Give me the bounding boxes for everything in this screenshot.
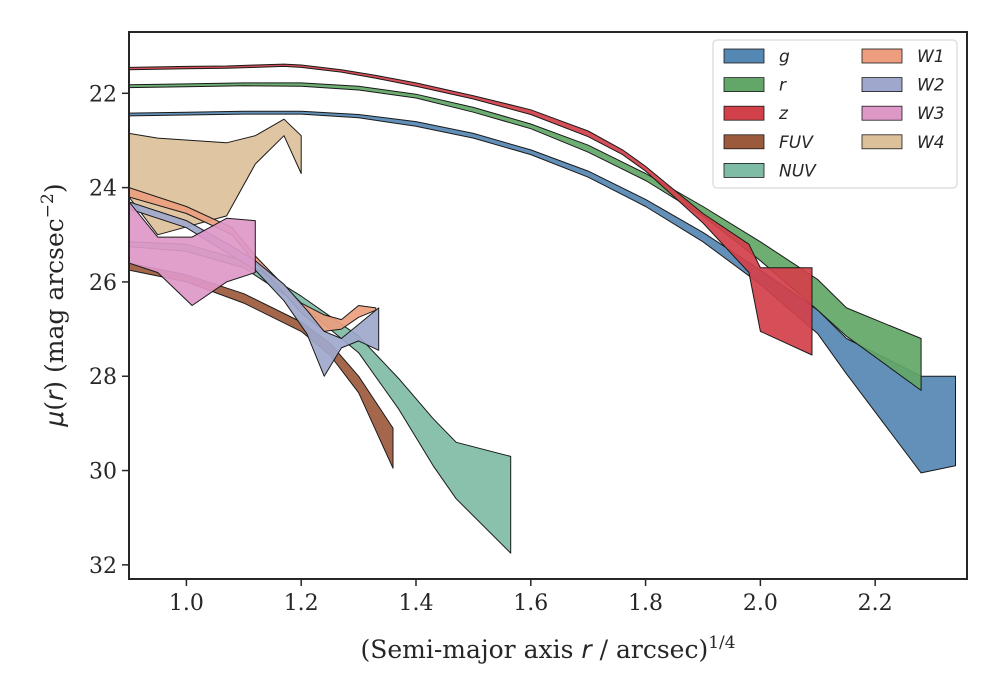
- x-tick-label: 1.2: [284, 591, 319, 616]
- y-tick-label: 30: [89, 460, 117, 485]
- x-axis-label: (Semi-major axis r / arcsec)1/4: [360, 633, 735, 664]
- legend-swatch-g: [723, 48, 765, 64]
- legend-swatch-w4: [861, 134, 903, 150]
- legend-swatch-z: [723, 105, 765, 121]
- profile-bands: [129, 63, 956, 554]
- y-axis-label: μ(r) (mag arcsec−2): [38, 183, 69, 427]
- band-r: [129, 82, 922, 391]
- band-fuv: [129, 262, 394, 469]
- y-tick-label: 28: [89, 365, 117, 390]
- x-tick-label: 2.0: [743, 591, 778, 616]
- legend-frame: [712, 39, 958, 189]
- band-z: [129, 63, 813, 356]
- legend-swatch-fuv: [723, 134, 765, 150]
- y-tick-label: 22: [89, 82, 117, 107]
- legend-swatch-r: [723, 77, 765, 92]
- legend-swatch-w2: [861, 77, 903, 92]
- legend-label-w2: W2: [917, 76, 945, 96]
- x-tick-label: 1.8: [628, 591, 663, 616]
- legend-label-nuv: NUV: [779, 161, 817, 181]
- legend-label-z: z: [778, 104, 789, 124]
- y-tick-label: 24: [89, 177, 117, 202]
- y-tick-label: 32: [89, 554, 117, 579]
- legend-label-r: r: [779, 76, 787, 96]
- legend-label-g: g: [779, 47, 790, 67]
- legend-swatch-nuv: [723, 162, 765, 178]
- plot-frame: [128, 31, 968, 580]
- x-tick-label: 1.4: [398, 591, 433, 616]
- band-w3: [129, 201, 256, 306]
- legend-label-w3: W3: [917, 104, 945, 124]
- legend-label-fuv: FUV: [779, 133, 814, 153]
- legend-swatch-w1: [861, 48, 903, 64]
- y-tick-label: 26: [89, 271, 117, 296]
- legend: grz FUV NUV W1 W2 W3 W4: [712, 39, 958, 189]
- x-tick-label: 1.6: [513, 591, 548, 616]
- x-axis-ticks: 1.0 1.2 1.4 1.6 1.8 2.0 2.2: [169, 579, 893, 616]
- legend-label-w1: W1: [917, 47, 945, 67]
- y-axis-ticks: 22 24 26 28 30 32: [89, 82, 129, 579]
- legend-swatch-w3: [861, 105, 903, 121]
- x-tick-label: 1.0: [169, 591, 204, 616]
- legend-label-w4: W4: [917, 133, 945, 153]
- x-tick-label: 2.2: [858, 591, 893, 616]
